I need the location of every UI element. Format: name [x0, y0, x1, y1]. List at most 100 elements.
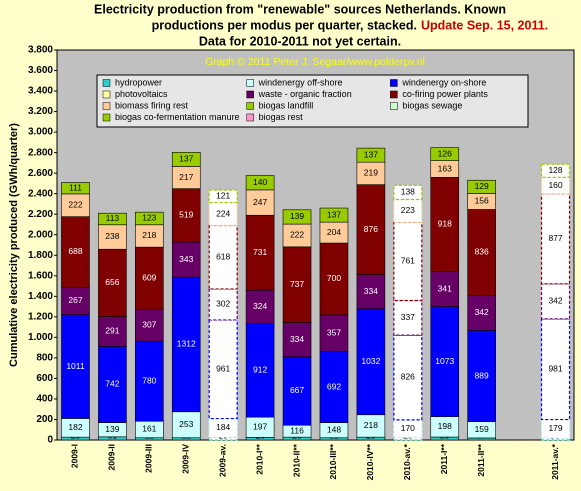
bar-segment — [356, 147, 386, 163]
y-tick-label: 1.800 — [28, 250, 53, 261]
legend-swatch — [390, 90, 398, 99]
value-label: 137 — [179, 154, 193, 164]
bar-segment — [282, 322, 312, 358]
value-label: 163 — [438, 163, 452, 173]
bar-segment — [98, 346, 127, 423]
legend-swatch — [246, 113, 254, 122]
bar-segment — [208, 436, 238, 441]
value-label: 961 — [216, 363, 230, 373]
value-label: 223 — [401, 205, 415, 215]
y-tick-label: 800 — [36, 353, 53, 364]
value-label: 137 — [327, 209, 341, 219]
y-tick-label: 600 — [36, 373, 53, 384]
y-tick-label: 2.200 — [28, 209, 53, 220]
value-label: 876 — [364, 224, 378, 234]
value-label: 918 — [438, 219, 452, 229]
value-label: 179 — [548, 423, 562, 433]
bar-segment — [540, 437, 571, 441]
value-label: 161 — [142, 424, 156, 434]
legend-label: biogas rest — [259, 112, 304, 122]
value-label: 218 — [142, 230, 156, 240]
value-label: 1032 — [361, 356, 380, 366]
value-label: 197 — [253, 421, 267, 431]
value-label: 204 — [327, 227, 341, 237]
bar-segment — [319, 242, 349, 316]
value-label: 889 — [475, 370, 489, 380]
y-tick-label: 3.000 — [28, 127, 53, 138]
value-label: 343 — [179, 254, 193, 264]
legend-label: biomass firing rest — [115, 100, 189, 110]
legend-swatch — [102, 90, 111, 99]
bar-segment — [430, 147, 460, 161]
legend-label: waste - organic fraction — [258, 89, 352, 99]
value-label: 126 — [438, 148, 452, 158]
value-label: 222 — [68, 200, 82, 210]
bar-segment — [319, 351, 349, 423]
legend-label: windenergy off-shore — [258, 77, 343, 87]
y-tick-label: 2.400 — [28, 188, 53, 199]
legend-swatch — [246, 102, 254, 110]
bar-segment — [245, 214, 275, 291]
y-tick-label: 1.400 — [28, 291, 53, 302]
credit: Graph © 2011 Peter J. Segaar/www.polderp… — [205, 56, 425, 68]
x-tick-label: 2009-IV — [181, 444, 191, 474]
value-label: 291 — [105, 326, 119, 336]
bar-segment — [540, 176, 571, 195]
value-label: 912 — [253, 365, 267, 375]
bar-segment — [430, 271, 460, 307]
value-label: 337 — [401, 312, 415, 322]
value-label: 307 — [142, 320, 156, 330]
legend-label: biogas landfill — [259, 100, 314, 110]
title-line: Electricity production from "renewable" … — [94, 2, 506, 16]
y-tick-label: 2.800 — [28, 147, 53, 158]
bar-segment — [61, 314, 90, 419]
y-tick-label: 3.200 — [28, 106, 53, 117]
value-label: 981 — [548, 363, 562, 373]
value-label: 198 — [438, 421, 452, 431]
y-tick-label: 3.600 — [28, 65, 53, 76]
bar-segment — [282, 209, 312, 225]
legend-swatch — [246, 79, 254, 87]
value-label: 129 — [475, 181, 489, 191]
value-label: 618 — [216, 251, 230, 261]
value-label: 656 — [105, 277, 119, 287]
value-label: 138 — [401, 187, 415, 197]
bar-segment — [245, 289, 275, 324]
bar-segment — [393, 198, 423, 224]
bar-segment — [356, 308, 386, 416]
bar-segment — [208, 319, 238, 420]
y-tick-label: 3.800 — [28, 45, 53, 56]
value-label: 700 — [327, 273, 341, 283]
value-label: 742 — [105, 379, 119, 389]
y-tick-label: 1.600 — [28, 270, 53, 281]
bar-segment — [393, 184, 423, 201]
legend-swatch — [390, 102, 398, 110]
legend-label: photovoltaics — [115, 89, 168, 99]
bar-segment — [208, 417, 238, 439]
bar-segment — [467, 330, 496, 422]
value-label: 731 — [253, 247, 267, 257]
bar-segment — [208, 189, 238, 204]
bar-segment — [171, 411, 201, 439]
x-tick-label: 2010-I** — [254, 443, 264, 474]
value-label: 609 — [142, 273, 156, 283]
value-label: 113 — [106, 213, 120, 223]
value-label: 334 — [290, 334, 304, 344]
value-label: 217 — [179, 172, 193, 182]
bar-segment — [540, 283, 571, 320]
legend-swatch — [102, 79, 111, 87]
value-label: 111 — [69, 182, 82, 192]
bar-segment — [135, 211, 164, 226]
legend-swatch — [102, 102, 111, 110]
value-label: 116 — [290, 425, 304, 435]
legend-label: co-firing power plants — [402, 89, 488, 99]
bar-segment — [393, 419, 423, 438]
value-label: 342 — [475, 307, 489, 317]
bar-segment — [393, 334, 423, 421]
value-label: 836 — [475, 247, 489, 257]
bar-segment — [467, 179, 496, 194]
bar-segment — [245, 323, 275, 418]
value-label: 1011 — [66, 361, 85, 371]
value-label: 267 — [68, 295, 82, 305]
